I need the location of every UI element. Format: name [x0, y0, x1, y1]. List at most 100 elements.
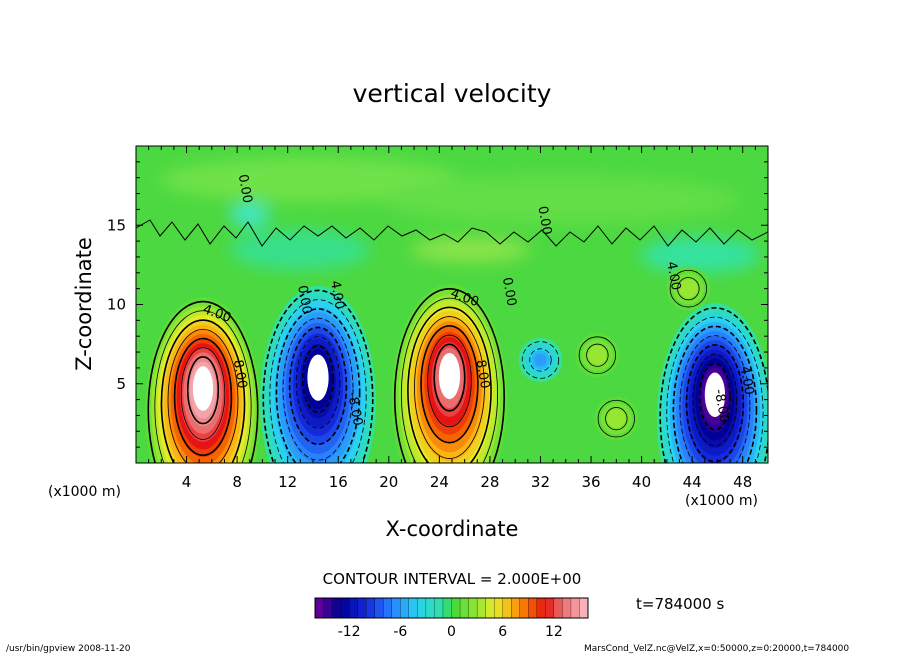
contour-ring: [427, 334, 472, 428]
y-axis-label: Z-coordinate: [72, 237, 96, 371]
colorbar-cell: [459, 597, 470, 619]
contour-ring: [295, 336, 341, 429]
field-band: [192, 366, 214, 411]
colorbar-cell: [476, 597, 487, 619]
contour-label: 0.00: [499, 276, 519, 307]
x-axis: 4 8 12 16 20 24 28 32 36 40 44 48: [135, 146, 769, 491]
contour-label: 0.00: [235, 173, 255, 204]
colorbar-tick-label: 0: [447, 624, 456, 640]
colorbar: [314, 597, 589, 619]
contour-ring: [698, 362, 731, 431]
colorbar-cell: [511, 597, 521, 619]
colorbar-cell: [331, 597, 342, 619]
colorbar-cell: [383, 597, 393, 619]
contour-ring: [672, 325, 758, 463]
colorbar-cell: [519, 597, 529, 619]
footer-left: /usr/bin/gpview 2008-11-20: [6, 644, 131, 654]
contour-ring: [669, 269, 708, 308]
colorbar-ticks: -12 -6 0 6 12: [338, 624, 563, 640]
contour-ring: [692, 353, 738, 447]
colorbar-cell: [570, 597, 580, 619]
colorbar-cell: [348, 597, 359, 619]
contour-ring: [685, 344, 745, 463]
tropopause-contour: [136, 219, 768, 247]
contour-label: 0.00: [534, 205, 554, 236]
x-tick-label: 40: [632, 473, 651, 491]
y-tick-label: 5: [116, 375, 126, 393]
chart-title: vertical velocity: [353, 79, 552, 108]
contour-label: 4.00: [663, 260, 683, 291]
colorbar-cell: [451, 597, 461, 619]
contour-ring: [167, 328, 239, 463]
x-tick-label: 12: [278, 473, 297, 491]
colorbar-cell: [417, 597, 427, 619]
contour-ring: [173, 337, 233, 457]
x-tick-label: 24: [430, 473, 449, 491]
contour-ring: [407, 306, 492, 463]
field-band: [607, 409, 626, 429]
contour-label: 4.00: [327, 279, 347, 310]
colorbar-tick-label: 6: [498, 624, 507, 640]
contour-ring: [659, 307, 768, 463]
contour-ring: [282, 317, 354, 461]
colorbar-cell: [357, 597, 367, 619]
x-tick-label: 20: [379, 473, 398, 491]
contour-ring: [420, 325, 479, 444]
contour-ring: [586, 343, 609, 367]
contour-ring: [578, 336, 617, 375]
x-unit-right: (x1000 m): [685, 493, 758, 509]
x-unit-left: (x1000 m): [48, 484, 121, 500]
colorbar-cell: [485, 597, 495, 619]
colorbar-cell: [323, 597, 333, 619]
contour-ring: [414, 316, 485, 459]
contour-ring: [301, 345, 335, 414]
contour-ring: [521, 341, 560, 379]
colorbar-tick-label: -12: [338, 624, 361, 640]
colorbar-cell: [536, 597, 546, 619]
colorbar-cell: [494, 597, 504, 619]
contour-label: 4.00: [737, 365, 757, 396]
downdraft-cell: [260, 285, 376, 463]
colorbar-cell: [340, 597, 350, 619]
colorbar-frame: [314, 597, 589, 619]
field-band: [438, 352, 461, 400]
contour-ring: [288, 326, 348, 446]
updraft-cell: [575, 333, 620, 378]
colorbar-cell: [528, 597, 538, 619]
contour-ring: [529, 348, 552, 372]
contour-ring: [147, 300, 259, 463]
downdraft-cell: [518, 337, 563, 382]
x-tick-label: 16: [329, 473, 348, 491]
contour-ring: [677, 277, 700, 301]
colorbar-cell: [579, 597, 589, 619]
contours-layer: [147, 269, 768, 463]
colorbar-cell: [408, 597, 418, 619]
time-text: t=784000 s: [636, 595, 724, 613]
contour-interval-text: CONTOUR INTERVAL = 2.000E+00: [323, 570, 582, 588]
x-tick-label: 36: [581, 473, 600, 491]
contour-ring: [269, 299, 367, 463]
contour-ring: [666, 316, 764, 463]
contour-ring: [679, 335, 751, 463]
x-tick-label: 28: [480, 473, 499, 491]
contour-label: -8.00: [344, 391, 365, 427]
x-tick-label: 44: [683, 473, 702, 491]
upper-field-patches: [160, 158, 760, 273]
contour-ring: [160, 319, 246, 463]
contour-label: 0.00: [294, 284, 314, 315]
colorbar-cell: [442, 597, 452, 619]
contour-ring: [275, 308, 361, 463]
colorbar-cell: [314, 597, 324, 619]
colorbar-tick-label: 12: [545, 624, 563, 640]
y-tick-label: 10: [107, 296, 126, 314]
colorbar-cell: [425, 597, 435, 619]
contour-ring: [433, 343, 466, 412]
x-axis-label: X-coordinate: [386, 517, 519, 541]
colorbar-cell: [468, 597, 478, 619]
plot-area: [136, 146, 768, 463]
updraft-cell: [666, 266, 711, 311]
colorbar-cell: [434, 597, 444, 619]
contour-ring: [597, 399, 635, 438]
contour-label: 8.00: [472, 359, 492, 390]
